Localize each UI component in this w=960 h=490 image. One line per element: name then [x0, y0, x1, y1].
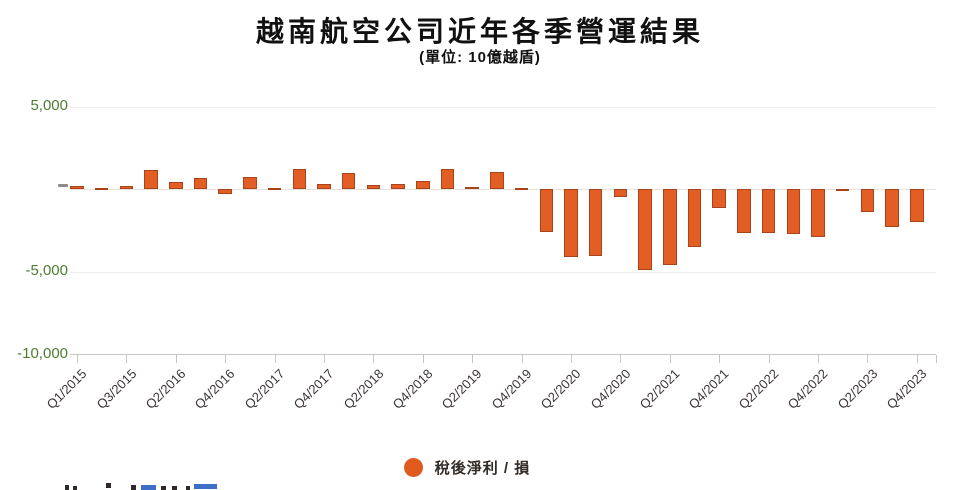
- x-axis-label-Q4/2022: Q4/2022: [784, 366, 831, 412]
- bar-Q4/2016: [218, 189, 232, 195]
- x-axis-label-Q2/2023: Q2/2023: [834, 366, 881, 412]
- bar-Q4/2017: [317, 184, 331, 189]
- x-axis-label-Q4/2023: Q4/2023: [883, 366, 930, 412]
- x-axis-tick-Q4/2023: [916, 354, 918, 363]
- bar-Q3/2017: [292, 169, 307, 189]
- bar-Q1/2020: [539, 189, 554, 232]
- x-axis-label-Q2/2018: Q2/2018: [340, 366, 387, 412]
- bar-Q2/2020: [564, 189, 578, 257]
- zero-gridline: [70, 189, 936, 190]
- bar-Q1/2017: [243, 176, 257, 189]
- bar-Q1/2022: [737, 189, 751, 234]
- bar-Q4/2018: [416, 180, 430, 189]
- bar-Q4/2020: [613, 189, 628, 197]
- zero-tick-marker: [58, 184, 68, 187]
- x-axis-tick-Q2/2019: [472, 354, 474, 363]
- bar-Q2/2021: [663, 189, 677, 265]
- bar-Q1/2019: [440, 169, 455, 189]
- x-axis-tick-Q2/2017: [274, 354, 276, 363]
- x-axis-tick-Q4/2016: [225, 354, 227, 363]
- y-axis-label-neg10000: -10,000: [17, 345, 68, 362]
- bar-Q3/2020: [588, 189, 603, 256]
- chart-subtitle: (單位: 10億越盾): [419, 49, 541, 66]
- x-axis-label-Q4/2019: Q4/2019: [488, 366, 535, 412]
- x-axis-tick-Q3/2015: [126, 354, 128, 363]
- x-axis-tick-Q2/2023: [867, 354, 869, 363]
- x-axis-line: [70, 354, 936, 355]
- legend: 稅後淨利 / 損: [0, 455, 947, 479]
- legend-circle-marker-icon: [403, 457, 423, 477]
- x-axis-label-Q2/2017: Q2/2017: [241, 366, 288, 412]
- x-axis-end-tick: [936, 354, 937, 363]
- bar-Q1/2016: [144, 170, 158, 189]
- bar-Q1/2018: [341, 172, 356, 189]
- x-axis-tick-Q4/2019: [521, 354, 523, 363]
- x-axis-tick-Q4/2018: [422, 354, 424, 363]
- bar-Q1/2023: [835, 189, 850, 191]
- bar-Q2/2018: [366, 185, 381, 189]
- bar-Q1/2021: [638, 189, 652, 270]
- x-axis-tick-Q4/2021: [719, 354, 721, 363]
- bar-Q3/2018: [391, 184, 405, 189]
- gridline--5000: [70, 271, 936, 273]
- bar-Q3/2016: [193, 177, 208, 189]
- x-axis-tick-Q1/2015: [77, 354, 78, 363]
- legend-label: 稅後淨利 / 損: [434, 459, 531, 477]
- x-axis-label-Q4/2018: Q4/2018: [389, 366, 436, 412]
- bar-Q2/2019: [465, 186, 479, 189]
- x-axis-label-Q2/2016: Q2/2016: [142, 366, 189, 412]
- bar-Q3/2021: [687, 189, 702, 247]
- bar-Q4/2019: [514, 188, 529, 190]
- x-axis-label-Q4/2021: Q4/2021: [685, 366, 732, 412]
- x-axis-label-Q2/2020: Q2/2020: [537, 366, 584, 412]
- gridline-5000: [70, 106, 936, 108]
- x-axis-label-Q4/2016: Q4/2016: [191, 366, 238, 412]
- bar-Q4/2021: [712, 189, 726, 208]
- x-axis-tick-Q4/2017: [324, 354, 325, 363]
- x-axis-tick-Q4/2022: [818, 354, 819, 363]
- x-axis-label-Q2/2019: Q2/2019: [438, 366, 485, 412]
- x-axis-label-Q3/2015: Q3/2015: [93, 366, 140, 412]
- x-axis-tick-Q4/2020: [620, 354, 622, 363]
- x-axis-tick-Q2/2016: [175, 354, 177, 363]
- x-axis-tick-Q2/2022: [768, 354, 770, 363]
- bar-Q2/2016: [169, 181, 183, 189]
- x-axis-label-Q4/2020: Q4/2020: [587, 366, 634, 412]
- bar-Q3/2019: [490, 172, 504, 189]
- chart-title: 越南航空公司近年各季營運結果: [255, 16, 704, 47]
- bar-Q3/2015: [119, 185, 134, 189]
- x-axis-label-Q2/2022: Q2/2022: [735, 366, 782, 412]
- y-axis-label-neg5000: -5,000: [25, 262, 68, 279]
- bar-Q2/2015: [94, 188, 109, 190]
- x-axis-label-Q4/2017: Q4/2017: [290, 366, 337, 412]
- bar-Q4/2022: [811, 189, 825, 237]
- bar-Q2/2023: [860, 189, 875, 212]
- bar-Q2/2017: [267, 188, 282, 190]
- bar-Q1/2015: [70, 185, 84, 189]
- bar-Q3/2022: [786, 189, 801, 234]
- x-axis-tick-Q2/2021: [669, 354, 671, 363]
- x-axis-label-Q1/2015: Q1/2015: [43, 366, 90, 412]
- bar-Q3/2023: [885, 189, 899, 228]
- x-axis-tick-Q2/2020: [571, 354, 572, 363]
- bar-Q2/2022: [761, 189, 776, 234]
- y-axis-label-5000: 5,000: [30, 97, 68, 114]
- x-axis-tick-Q2/2018: [373, 354, 375, 363]
- x-axis-label-Q2/2021: Q2/2021: [636, 366, 683, 412]
- bar-Q4/2023: [910, 189, 924, 223]
